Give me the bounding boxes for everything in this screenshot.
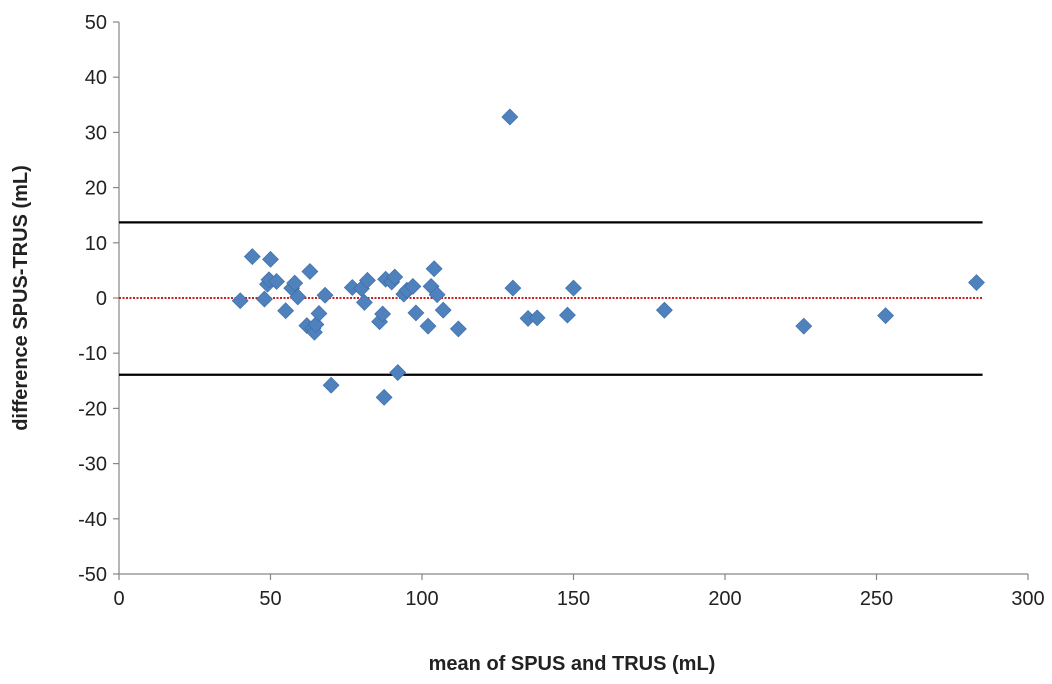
y-axis-title: difference SPUS-TRUS (mL) <box>10 165 32 431</box>
x-axis-title: mean of SPUS and TRUS (mL) <box>429 653 716 675</box>
data-point <box>374 305 392 323</box>
y-tick-label: -40 <box>78 509 107 531</box>
x-tick-label: 50 <box>259 588 281 610</box>
data-point <box>501 108 519 126</box>
data-point <box>425 260 443 278</box>
data-point <box>968 274 985 291</box>
data-point <box>434 301 452 319</box>
data-point <box>231 292 249 310</box>
data-point <box>407 304 425 322</box>
axes <box>113 21 1029 580</box>
y-tick-label: 20 <box>85 178 107 200</box>
data-point <box>243 248 261 266</box>
y-tick-label: 0 <box>96 288 107 310</box>
data-point <box>795 317 813 335</box>
x-tick-label: 0 <box>113 588 124 610</box>
data-point <box>256 290 273 308</box>
data-point <box>262 250 279 268</box>
y-tick-label: -30 <box>78 454 107 476</box>
x-tick-label: 250 <box>860 588 893 610</box>
x-tick-label: 150 <box>557 588 590 610</box>
data-point <box>375 388 393 406</box>
data-point <box>310 305 328 322</box>
data-point <box>655 301 673 319</box>
x-tick-label: 200 <box>708 588 741 610</box>
y-tick-label: 10 <box>85 233 107 255</box>
data-point <box>504 279 522 297</box>
y-tick-label: 50 <box>85 12 107 34</box>
data-point <box>286 274 304 292</box>
data-point <box>356 293 373 311</box>
data-points <box>231 108 985 406</box>
tick-labels: -50 -40 -30 -20 -10 0 10 20 30 40 50 0 50 100 150 200 25… <box>78 12 1045 610</box>
y-tick-label: -20 <box>78 398 107 420</box>
data-point <box>528 309 546 327</box>
data-point <box>359 271 376 289</box>
data-point <box>389 364 407 381</box>
reference-lines <box>119 221 983 376</box>
data-point <box>559 306 576 324</box>
data-point <box>301 263 319 280</box>
data-point <box>322 376 340 394</box>
data-point <box>449 320 467 338</box>
y-tick-label: 40 <box>85 67 107 89</box>
x-tick-label: 300 <box>1011 588 1044 610</box>
x-tick-label: 100 <box>405 588 438 610</box>
y-tick-label: -10 <box>78 343 107 365</box>
data-point <box>386 268 404 286</box>
data-point <box>404 277 422 295</box>
data-point <box>565 279 582 297</box>
data-point <box>877 307 895 325</box>
data-point <box>316 286 334 304</box>
data-point <box>289 288 307 306</box>
data-point <box>277 302 295 320</box>
data-point <box>268 273 285 290</box>
y-tick-label: -50 <box>78 564 107 586</box>
data-point <box>419 317 437 335</box>
y-tick-label: 30 <box>85 122 107 144</box>
data-point <box>428 286 446 304</box>
